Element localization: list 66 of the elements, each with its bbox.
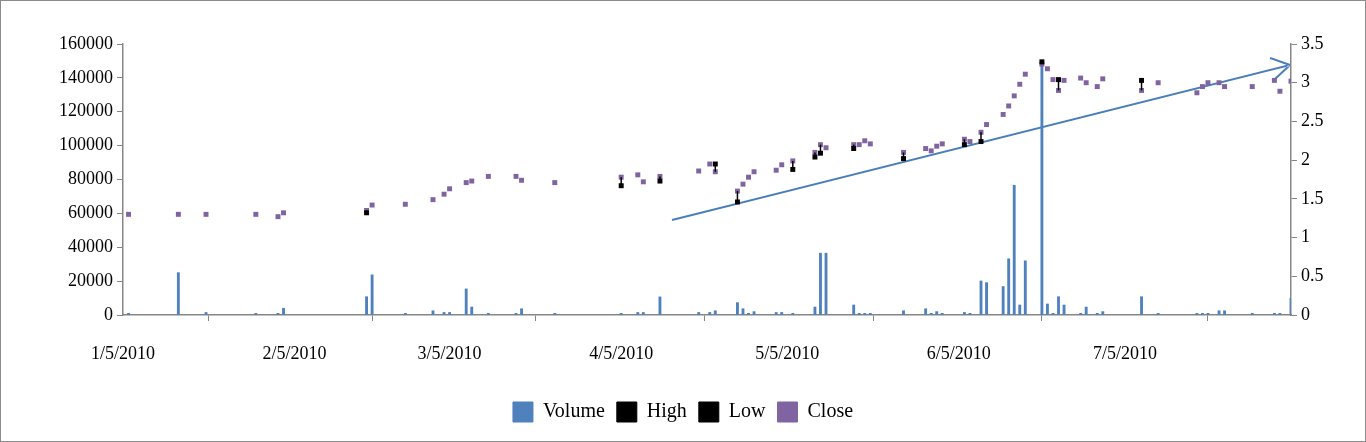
bar [1023, 260, 1027, 315]
bar [1223, 310, 1226, 315]
bar [708, 312, 712, 315]
y-tick-label: 20000 [68, 269, 113, 290]
bar [935, 311, 939, 315]
point [734, 199, 740, 205]
y-tick-label: 60000 [68, 202, 113, 223]
bar [370, 274, 374, 315]
bar [713, 310, 717, 315]
bar [819, 252, 822, 315]
bar [448, 312, 452, 315]
bar [1046, 303, 1049, 315]
point [1056, 77, 1061, 83]
bar [176, 272, 180, 315]
legend-label: Close [807, 399, 854, 422]
x-tick-label: 5/5/2010 [755, 342, 820, 363]
bar [464, 288, 468, 315]
bar [697, 312, 701, 315]
y2-tick-label: 0 [1301, 303, 1310, 324]
bar [985, 282, 988, 315]
y-tick-label: 0 [104, 303, 113, 324]
x-tick-label: 1/5/2010 [90, 342, 156, 363]
bar [1007, 258, 1011, 315]
legend-label: Low [728, 399, 767, 422]
bar [902, 310, 905, 315]
bar [780, 312, 784, 315]
y2-tick-label: 2 [1301, 148, 1310, 169]
y2-tick-label: 1.5 [1301, 187, 1324, 208]
y2-tick-label: 3 [1301, 71, 1310, 92]
y-tick-label: 100000 [59, 134, 113, 155]
y2-tick-label: 1 [1301, 226, 1310, 247]
bar [636, 312, 640, 315]
legend-label: Volume [542, 399, 605, 422]
y2-tick-label: 0.5 [1301, 265, 1324, 286]
bar [962, 312, 966, 315]
x-tick-label: 7/5/2010 [1092, 342, 1157, 363]
y2-tick-label: 3.5 [1301, 32, 1324, 53]
y-tick-label: 160000 [59, 32, 113, 53]
bar [470, 306, 474, 315]
bar [1018, 304, 1022, 315]
bar [1140, 296, 1143, 315]
bar [365, 296, 368, 315]
legend-label: High [646, 399, 687, 423]
bar [1001, 286, 1005, 315]
bar [1101, 311, 1105, 315]
y-tick-label: 140000 [59, 66, 113, 87]
bar [1084, 306, 1088, 315]
bar [736, 302, 739, 315]
bar [641, 312, 645, 315]
y-tick-label: 80000 [68, 168, 113, 189]
bar [282, 307, 285, 315]
bar [774, 312, 778, 315]
point [1139, 77, 1145, 83]
x-tick-label: 6/5/2010 [926, 342, 991, 363]
y-tick-label: 40000 [68, 235, 113, 256]
bar [924, 308, 928, 315]
x-tick-label: 4/5/2010 [589, 342, 654, 363]
bar [1012, 184, 1016, 315]
bar [852, 304, 856, 315]
bar [520, 308, 523, 315]
y2-tick-label: 2.5 [1301, 110, 1324, 131]
x-tick-label: 2/5/2010 [262, 342, 327, 363]
point [818, 150, 823, 156]
bar [1057, 296, 1060, 315]
y-tick-label: 120000 [59, 100, 113, 121]
x-tick-label: 3/5/2010 [417, 342, 482, 363]
